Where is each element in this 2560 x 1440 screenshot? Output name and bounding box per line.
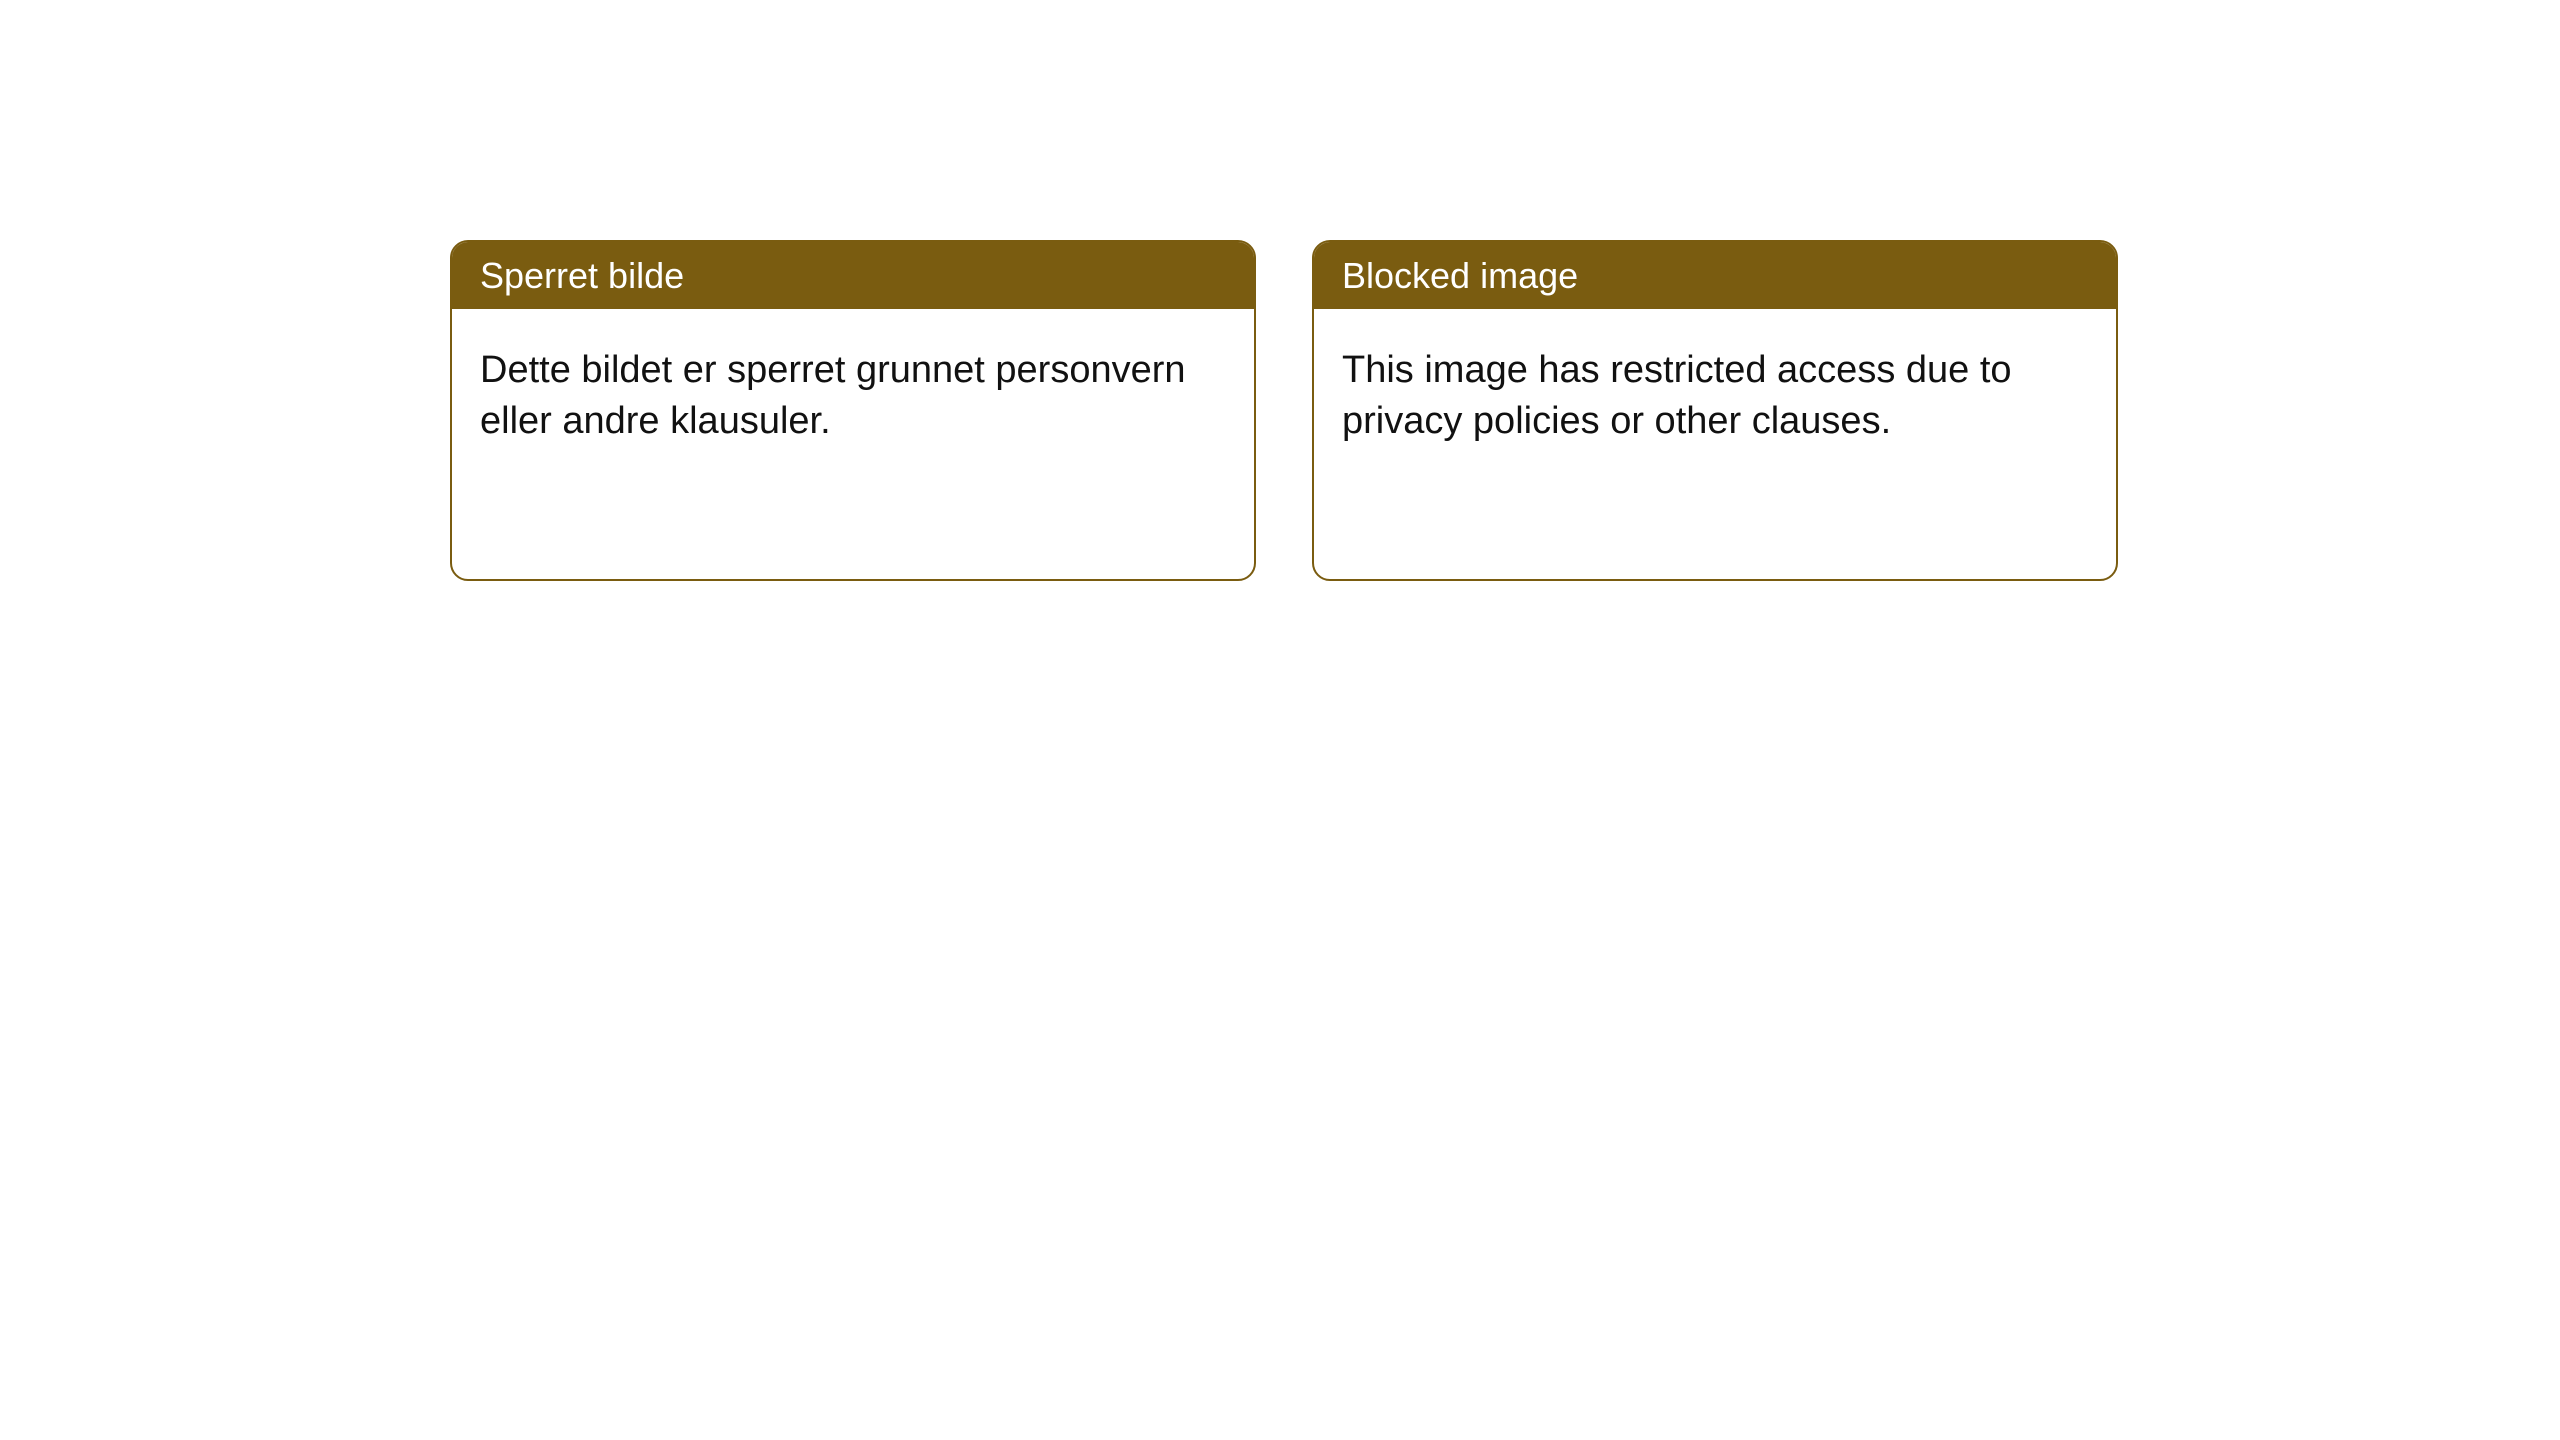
notice-card-title: Sperret bilde (452, 242, 1254, 309)
notice-container: Sperret bilde Dette bildet er sperret gr… (0, 0, 2560, 581)
notice-card-body: Dette bildet er sperret grunnet personve… (452, 309, 1254, 579)
notice-card-norwegian: Sperret bilde Dette bildet er sperret gr… (450, 240, 1256, 581)
notice-card-title: Blocked image (1314, 242, 2116, 309)
notice-card-english: Blocked image This image has restricted … (1312, 240, 2118, 581)
notice-card-body: This image has restricted access due to … (1314, 309, 2116, 579)
